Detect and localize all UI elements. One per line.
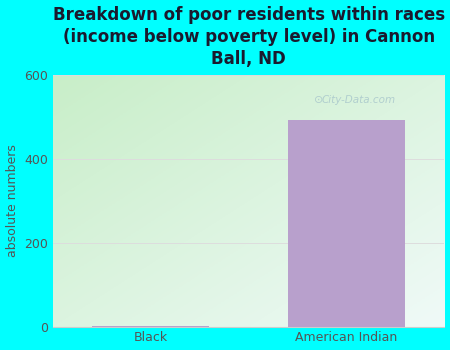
Text: ⊙: ⊙	[315, 95, 324, 105]
Bar	[288, 120, 405, 327]
Y-axis label: absolute numbers: absolute numbers	[5, 145, 18, 257]
Text: City-Data.com: City-Data.com	[321, 95, 396, 105]
Title: Breakdown of poor residents within races
(income below poverty level) in Cannon
: Breakdown of poor residents within races…	[53, 6, 445, 68]
Bar	[92, 326, 210, 327]
